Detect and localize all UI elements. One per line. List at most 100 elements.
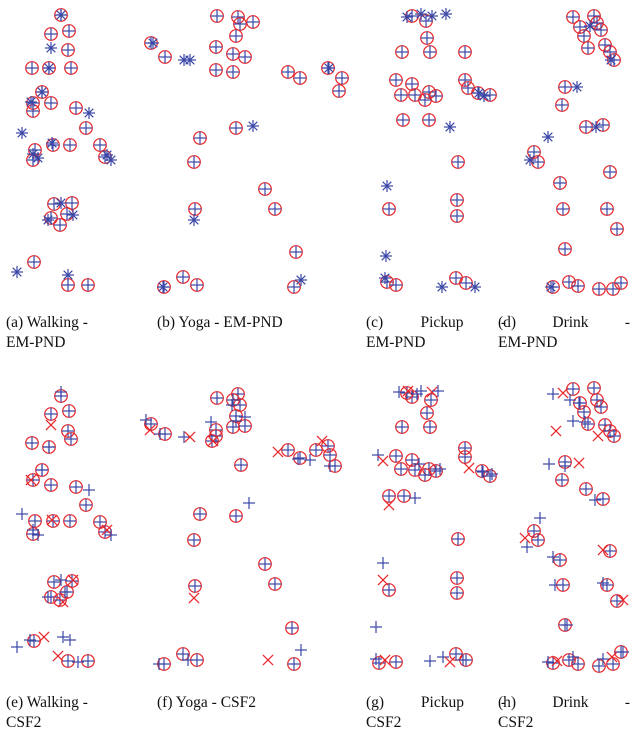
estimate-marker [584,20,596,32]
estimate-marker [549,579,561,591]
caption-h-line1: (h) Drink - [498,694,630,711]
estimate-marker [436,281,448,293]
estimate-marker [16,508,28,520]
estimate-marker [486,468,498,480]
estimate-marker [415,8,427,20]
estimate-marker [83,484,95,496]
panel-f-plot [140,387,342,671]
estimate-marker [477,466,489,478]
estimate-marker [426,386,438,398]
estimate-marker [292,453,304,465]
estimate-marker [550,425,562,437]
estimate-marker [571,81,583,93]
estimate-marker [393,386,405,398]
estimate-marker [153,658,165,670]
estimate-marker [379,654,391,666]
estimate-marker [383,499,395,511]
estimate-marker [32,152,44,164]
estimate-marker [24,634,36,646]
estimate-marker [72,656,84,668]
estimate-marker [463,462,475,474]
estimate-marker [188,214,200,226]
estimate-marker [564,394,576,406]
estimate-marker [542,131,554,143]
estimate-marker [377,557,389,569]
estimate-marker [444,121,456,133]
estimate-marker [52,650,64,662]
caption-h: (h) Drink - CSF2 [498,693,630,733]
caption-a-line2: EM-PND [6,334,66,351]
caption-f: (f) Yoga - CSF2 [157,693,337,713]
estimate-marker [243,497,255,509]
estimate-marker [324,460,336,472]
estimate-marker [457,654,469,666]
estimate-marker [184,431,196,443]
estimate-marker [262,654,274,666]
estimate-marker [597,653,609,665]
estimate-marker [323,62,335,74]
caption-g-line2: CSF2 [366,714,402,731]
estimate-marker [67,209,79,221]
caption-c-line1: (c) Pickup - [366,314,506,331]
estimate-marker [437,651,449,663]
estimate-marker [45,42,57,54]
estimate-marker [524,154,536,166]
estimate-marker [567,415,579,427]
estimate-marker [272,446,284,458]
caption-c: (c) Pickup - EM-PND [366,313,506,353]
estimate-marker [46,514,58,526]
estimate-marker [597,577,609,589]
estimate-marker [55,574,67,586]
caption-e-line2: CSF2 [6,714,42,731]
estimate-marker [434,463,446,475]
estimate-marker [36,86,48,98]
estimate-marker [105,154,117,166]
panel-d-plot [524,9,628,296]
estimate-marker [606,651,618,663]
caption-f-line1: (f) Yoga - CSF2 [157,694,257,711]
estimate-marker [11,641,23,653]
estimate-marker [226,399,238,411]
estimate-marker [140,414,152,426]
estimate-marker [55,386,67,398]
estimate-marker [521,541,533,553]
estimate-marker [605,54,617,66]
estimate-marker [557,387,569,399]
estimate-marker [184,54,196,66]
estimate-marker [592,430,604,442]
panel-c-plot [379,8,497,293]
panel-e-plot [11,386,117,668]
estimate-marker [67,574,79,586]
estimate-marker [370,621,382,633]
estimate-marker [413,458,425,470]
estimate-marker [567,651,579,663]
estimate-marker [304,454,316,466]
estimate-marker [415,385,427,397]
estimate-marker [43,62,55,74]
estimate-marker [559,460,571,472]
estimate-marker [579,416,591,428]
panel-h-plot [519,381,629,673]
caption-d-line2: EM-PND [498,334,558,351]
estimate-marker [62,269,74,281]
estimate-marker [409,492,421,504]
caption-c-line2: EM-PND [366,334,426,351]
caption-e: (e) Walking - CSF2 [6,693,148,733]
estimate-marker [547,551,559,563]
estimate-marker [55,9,67,21]
estimate-marker [617,594,629,606]
estimate-marker [178,431,190,443]
caption-b-line1: (b) Yoga - EM-PND [157,314,283,331]
estimate-marker [247,120,259,132]
estimate-marker [543,458,555,470]
estimate-marker [36,464,48,476]
estimate-marker [207,435,219,447]
estimate-marker [377,574,389,586]
estimate-marker [25,474,37,486]
estimate-marker [57,596,69,608]
estimate-marker [432,385,444,397]
estimate-marker [55,197,67,209]
caption-a: (a) Walking - EM-PND [6,313,148,353]
caption-g: (g) Pickup - CSF2 [366,693,506,733]
estimate-marker [182,654,194,666]
